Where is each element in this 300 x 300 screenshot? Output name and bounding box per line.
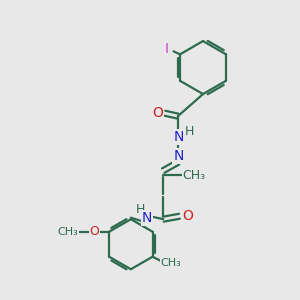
Text: CH₃: CH₃ (58, 227, 78, 237)
Text: N: N (142, 211, 152, 225)
Text: N: N (173, 149, 184, 163)
Text: CH₃: CH₃ (160, 258, 181, 268)
Text: N: N (173, 130, 184, 144)
Text: O: O (152, 106, 163, 120)
Text: O: O (89, 225, 99, 238)
Text: H: H (184, 125, 194, 138)
Text: O: O (182, 209, 193, 223)
Text: H: H (136, 203, 145, 216)
Text: I: I (165, 42, 169, 56)
Text: CH₃: CH₃ (183, 169, 206, 182)
